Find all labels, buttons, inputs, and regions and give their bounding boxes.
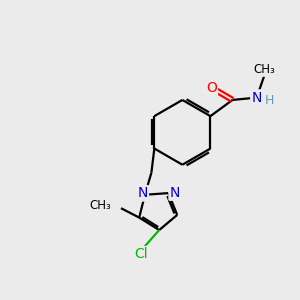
Text: CH₃: CH₃ xyxy=(89,199,111,212)
Text: CH₃: CH₃ xyxy=(253,62,275,76)
Text: N: N xyxy=(170,185,180,200)
Text: N: N xyxy=(251,91,262,105)
Text: O: O xyxy=(206,81,217,94)
Text: N: N xyxy=(137,186,148,200)
Text: Cl: Cl xyxy=(135,247,148,261)
Text: H: H xyxy=(264,94,274,107)
